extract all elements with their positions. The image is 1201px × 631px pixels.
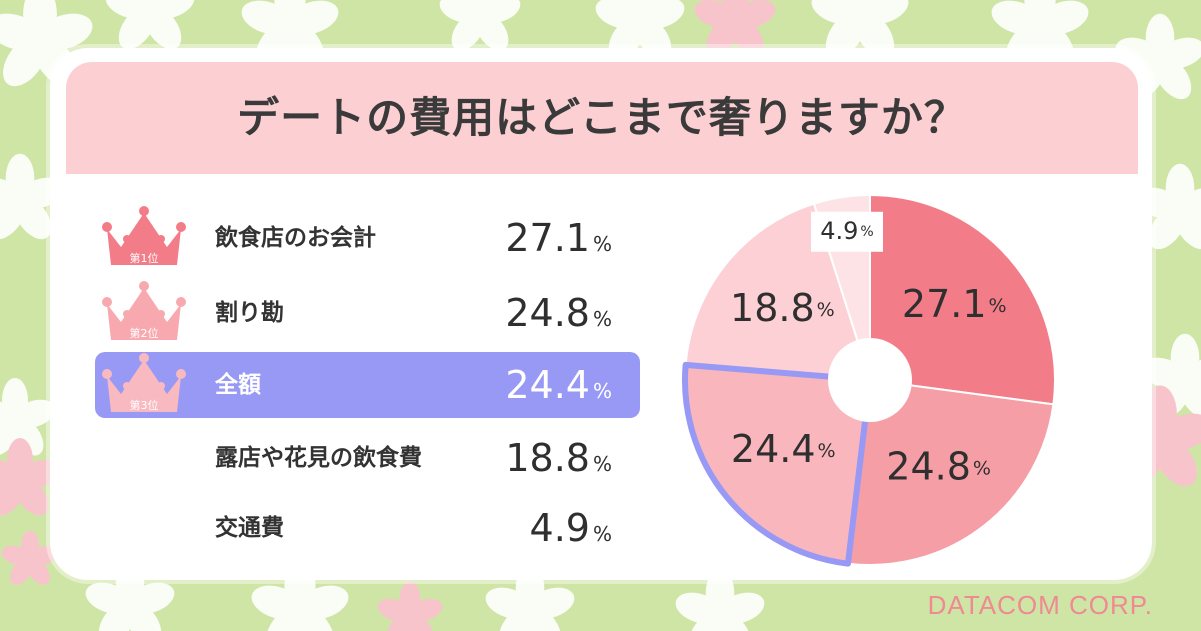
category-label: 交通費 <box>215 515 284 541</box>
pie-slice <box>682 361 873 567</box>
category-label: 全額 <box>215 372 261 398</box>
pie-value-label: 18.8% <box>730 286 835 330</box>
pie-value-label: 27.1% <box>902 282 1007 326</box>
rank-label: 第1位 <box>130 251 159 265</box>
category-label: 露店や花見の飲食費 <box>215 445 422 471</box>
pie-center-hole <box>828 338 912 422</box>
title-band <box>66 62 1138 174</box>
ranking-row-3: 第3位 全額 24.4% <box>95 352 640 418</box>
ranking-row-2: 第2位 割り勘 24.8% <box>95 280 640 346</box>
ranking-row-4: 露店や花見の飲食費 18.8% <box>95 425 640 491</box>
value-label: 24.8% <box>505 291 612 335</box>
crown-icon: 第2位 <box>102 281 186 340</box>
pie-label-box <box>811 211 884 252</box>
ranking-row-1: 第1位 飲食店のお会計 27.1% <box>95 205 640 271</box>
pie-value-label: 24.8% <box>886 444 991 488</box>
rank-label: 第3位 <box>130 398 159 412</box>
rank-label: 第2位 <box>130 326 159 340</box>
pie-value-label: 4.9% <box>820 217 873 245</box>
pie-value-label: 24.4% <box>731 426 836 470</box>
value-label: 4.9% <box>529 506 612 550</box>
crown-icon: 第1位 <box>102 206 186 265</box>
value-label: 18.8% <box>505 436 612 480</box>
pie-slice <box>846 379 1055 566</box>
page-title: デートの費用はどこまで奢りますか？ <box>237 93 967 142</box>
pie-slice <box>869 194 1056 406</box>
value-label: 24.4% <box>505 363 612 407</box>
ranking-row-5: 交通費 4.9% <box>95 495 640 561</box>
category-label: 飲食店のお会計 <box>215 225 376 251</box>
pie-chart: 27.1 % 24.8 % 24.4 % 18.8 % 4.9% <box>682 194 1056 567</box>
credit-text: DATACOM CORP. <box>927 590 1153 620</box>
value-label: 27.1% <box>505 216 612 260</box>
crown-icon: 第3位 <box>102 353 186 412</box>
category-label: 割り勘 <box>215 300 284 326</box>
